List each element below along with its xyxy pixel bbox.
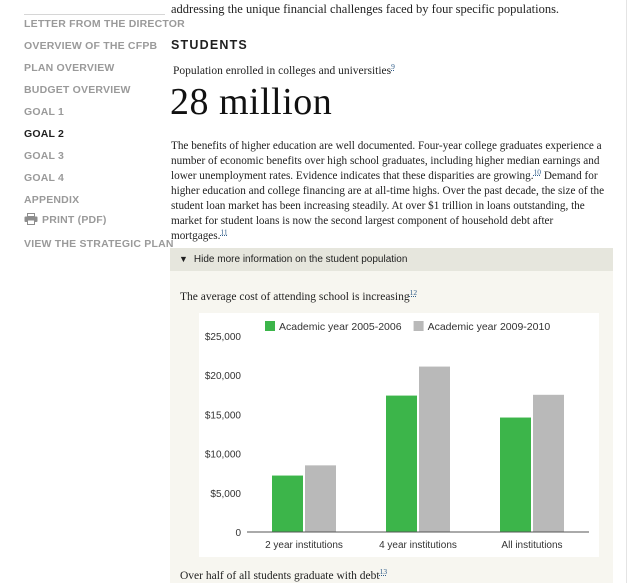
debt-heading: Over half of all students graduate with … <box>180 567 388 582</box>
bar <box>500 417 531 532</box>
y-tick-label: 0 <box>235 528 241 539</box>
y-tick-label: $10,000 <box>205 450 242 461</box>
sidebar-item-print-pdf[interactable]: PRINT (PDF) <box>24 213 107 228</box>
sidebar-item-print-label: PRINT (PDF) <box>42 214 107 226</box>
y-tick-label: $20,000 <box>205 371 242 382</box>
bar <box>305 465 336 532</box>
sidebar-item-overview-cfpb[interactable]: OVERVIEW OF THE CFPB <box>24 40 158 52</box>
bar <box>419 366 450 532</box>
debt-heading-text: Over half of all students graduate with … <box>180 570 380 582</box>
bar <box>272 475 303 532</box>
sidebar-item-goal-3[interactable]: GOAL 3 <box>24 150 65 162</box>
sidebar-item-plan-overview[interactable]: PLAN OVERVIEW <box>24 62 115 74</box>
body-text-part-2: Demand for higher education and college … <box>171 170 605 242</box>
stat-value: 28 million <box>170 81 333 123</box>
sidebar-item-goal-2[interactable]: GOAL 2 <box>24 128 65 140</box>
y-tick-label: $15,000 <box>205 410 242 421</box>
legend-swatch <box>413 321 424 331</box>
section-title: STUDENTS <box>171 38 248 52</box>
stat-label-text: Population enrolled in colleges and univ… <box>173 65 392 77</box>
bar <box>533 394 564 532</box>
chart-title-text: The average cost of attending school is … <box>180 291 410 303</box>
footnote-link-11[interactable]: 11 <box>220 227 228 237</box>
x-tick-label: 4 year institutions <box>379 540 457 551</box>
cost-chart: 0 $5,000 $10,000 $15,000 $20,000 $25,000 Acade… <box>199 313 599 557</box>
page-right-border <box>626 0 627 583</box>
triangle-down-icon: ▼ <box>179 254 188 264</box>
legend-label: Academic year 2005-2006 <box>279 321 402 333</box>
sidebar-item-view-strategic-plan[interactable]: VIEW THE STRATEGIC PLAN <box>24 238 174 250</box>
y-tick-label: $25,000 <box>205 332 242 343</box>
toggle-label: Hide more information on the student pop… <box>193 254 408 265</box>
footnote-link-10[interactable]: 10 <box>533 167 542 177</box>
x-tick-label: 2 year institutions <box>265 540 343 551</box>
cost-chart-svg: 0 $5,000 $10,000 $15,000 $20,000 $25,000 Acade… <box>205 321 589 551</box>
body-text-part-1: The benefits of higher education are wel… <box>171 140 602 182</box>
body-paragraph: The benefits of higher education are wel… <box>171 139 607 244</box>
sidebar-nav: LETTER FROM THE DIRECTOR OVERVIEW OF THE… <box>0 0 185 583</box>
stat-label: Population enrolled in colleges and univ… <box>173 62 395 77</box>
printer-icon <box>24 213 38 228</box>
sidebar-item-budget-overview[interactable]: BUDGET OVERVIEW <box>24 84 131 96</box>
chart-title: The average cost of attending school is … <box>180 288 418 303</box>
sidebar-item-goal-1[interactable]: GOAL 1 <box>24 106 65 118</box>
footnote-link-13[interactable]: 13 <box>379 567 388 577</box>
footnote-link-9[interactable]: 9 <box>391 62 395 72</box>
footnote-link-12[interactable]: 12 <box>409 288 418 298</box>
sidebar-item-letter-from-director[interactable]: LETTER FROM THE DIRECTOR <box>24 18 185 30</box>
legend-label: Academic year 2009-2010 <box>428 321 551 333</box>
x-tick-label: All institutions <box>501 540 562 551</box>
bar <box>386 395 417 532</box>
y-tick-label: $5,000 <box>210 489 241 500</box>
sidebar-divider <box>24 14 165 15</box>
toggle-student-info-button[interactable]: ▼ Hide more information on the student po… <box>170 248 613 271</box>
sidebar-item-appendix[interactable]: APPENDIX <box>24 194 80 206</box>
legend-swatch <box>265 321 275 331</box>
sidebar-item-goal-4[interactable]: GOAL 4 <box>24 172 65 184</box>
intro-text: addressing the unique financial challeng… <box>171 2 560 16</box>
